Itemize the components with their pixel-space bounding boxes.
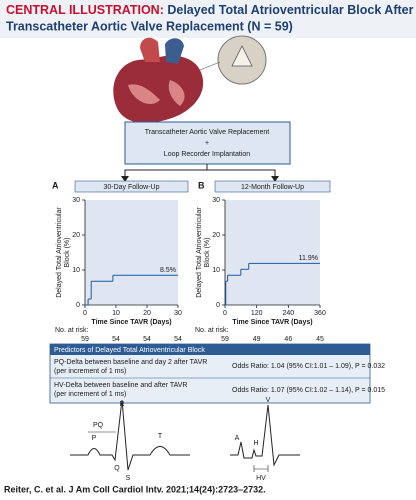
y-tick-label: 0 bbox=[76, 302, 80, 309]
charts: A 30-Day Follow-Up 0 10 20 30 0 59 10 54 20 54 30 54 T… bbox=[52, 180, 331, 343]
plot-area bbox=[85, 200, 178, 305]
panel-title: 30-Day Follow-Up bbox=[103, 184, 159, 191]
ecg-label: T bbox=[158, 433, 163, 440]
y-tick-label: 10 bbox=[212, 267, 220, 274]
header-title: CENTRAL ILLUSTRATION: Delayed Total Atri… bbox=[6, 3, 414, 17]
header-line: Delayed Total Atrioventricular Block Aft… bbox=[167, 3, 413, 17]
ecg-label: R bbox=[119, 401, 124, 408]
x-tick-label: 120 bbox=[251, 310, 263, 317]
flow-box bbox=[124, 121, 291, 165]
flow-text: + bbox=[205, 140, 209, 147]
at-risk-label: No. at risk: bbox=[195, 327, 229, 334]
surface-ecg bbox=[70, 399, 190, 471]
x-tick-label: 0 bbox=[223, 310, 227, 317]
ecg-label: H bbox=[253, 440, 258, 447]
end-label: 8.5% bbox=[160, 267, 176, 274]
table-header bbox=[50, 344, 370, 355]
x-axis-label: Time Since TAVR (Days) bbox=[91, 319, 171, 326]
y-tick-label: 20 bbox=[212, 232, 220, 239]
flow-text: Transcatheter Aortic Valve Replacement bbox=[145, 129, 270, 136]
panel-title-box bbox=[214, 180, 331, 193]
at-risk-value: 46 bbox=[284, 336, 292, 343]
at-risk-value: 59 bbox=[81, 336, 89, 343]
y-tick-label: 30 bbox=[212, 197, 220, 204]
intracardiac-ecg bbox=[230, 404, 300, 467]
x-tick-label: 10 bbox=[112, 310, 120, 317]
at-risk-value: 54 bbox=[112, 336, 120, 343]
table-cell: Odds Ratio: 1.04 (95% CI:1.01 – 1.09), P… bbox=[232, 363, 385, 370]
at-risk-value: 54 bbox=[174, 336, 182, 343]
header-label: CENTRAL ILLUSTRATION: bbox=[6, 3, 164, 17]
y-axis-label: Delayed Total AtrioventricularBlock (%) bbox=[56, 207, 71, 298]
table-title: Predictors of Delayed Total Atrioventric… bbox=[54, 347, 205, 354]
flow-connector bbox=[124, 164, 276, 178]
hv-bracket bbox=[253, 465, 269, 472]
x-tick-label: 240 bbox=[282, 310, 294, 317]
at-risk-value: 49 bbox=[253, 336, 261, 343]
heart-illustration bbox=[113, 35, 267, 123]
x-tick-label: 0 bbox=[83, 310, 87, 317]
at-risk-label: No. at risk: bbox=[55, 327, 89, 334]
ecg-label: PQ bbox=[93, 422, 104, 429]
x-tick-label: 20 bbox=[143, 310, 151, 317]
y-tick-label: 30 bbox=[72, 197, 80, 204]
panel-letter: A bbox=[52, 180, 59, 190]
table-cell: (per increment of 1 ms) bbox=[54, 391, 126, 398]
ecg-label: P bbox=[92, 435, 97, 442]
header-line: Transcatheter Aortic Valve Replacement (… bbox=[6, 19, 293, 33]
ecg-label: A bbox=[235, 435, 240, 442]
y-tick-label: 0 bbox=[216, 302, 220, 309]
ecg-label: V bbox=[266, 397, 271, 404]
ecg-label: Q bbox=[114, 465, 120, 472]
x-tick-label: 360 bbox=[314, 310, 326, 317]
y-axis-label: Delayed Total AtrioventricularBlock (%) bbox=[196, 207, 211, 298]
at-risk-value: 54 bbox=[143, 336, 151, 343]
panel-title-box bbox=[74, 180, 189, 193]
ecg-label: S bbox=[126, 475, 131, 482]
x-tick-label: 30 bbox=[174, 310, 182, 317]
header-band bbox=[0, 0, 416, 38]
end-label: 11.9% bbox=[299, 255, 318, 262]
table-cell: HV-Delta between baseline and after TAVR bbox=[54, 382, 187, 389]
plot-area bbox=[225, 200, 320, 305]
panel-title: 12-Month Follow-Up bbox=[241, 184, 304, 191]
ecg-label: HV bbox=[256, 475, 266, 482]
at-risk-value: 45 bbox=[316, 336, 324, 343]
at-risk-value: 59 bbox=[221, 336, 229, 343]
table-cell: Odds Ratio: 1.07 (95% CI:1.02 – 1.14), P… bbox=[232, 387, 385, 394]
table-cell: PQ-Delta between baseline and day 2 afte… bbox=[54, 359, 207, 366]
y-tick-label: 10 bbox=[72, 267, 80, 274]
flow-text: Loop Recorder Implantation bbox=[164, 151, 250, 158]
y-tick-label: 20 bbox=[72, 232, 80, 239]
x-axis-label: Time Since TAVR (Days) bbox=[232, 319, 312, 326]
table-cell: (per increment of 1 ms) bbox=[54, 368, 126, 375]
panel-letter: B bbox=[198, 180, 205, 190]
citation: Reiter, C. et al. J Am Coll Cardiol Intv… bbox=[4, 484, 266, 494]
